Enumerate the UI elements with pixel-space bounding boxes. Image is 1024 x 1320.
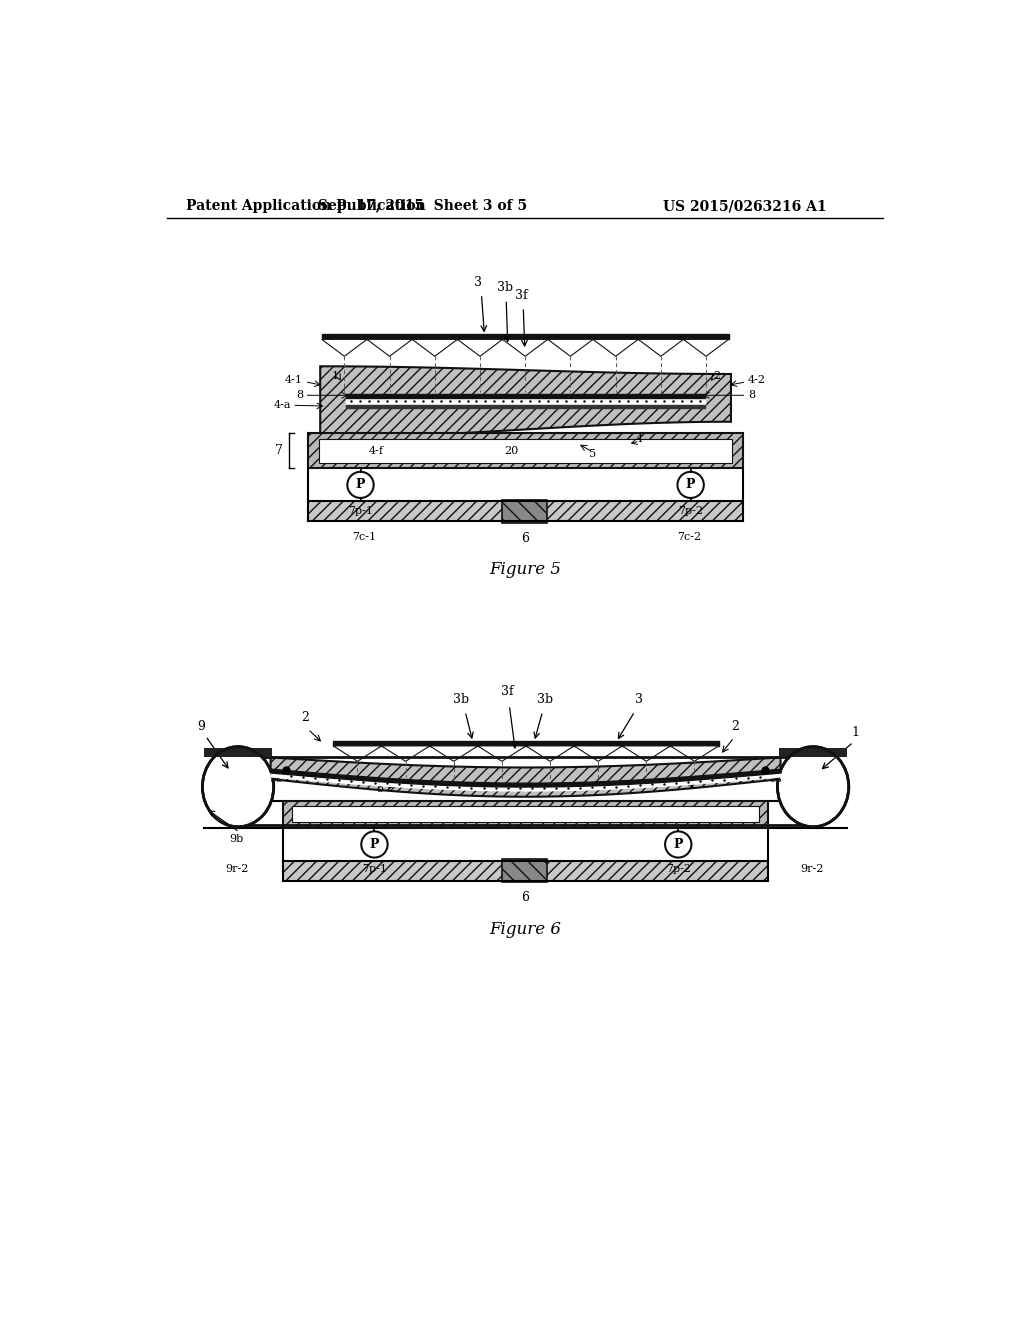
Text: 20: 20	[505, 446, 519, 455]
Text: 7p-2: 7p-2	[666, 863, 691, 874]
Polygon shape	[593, 339, 638, 356]
Text: 2: 2	[301, 710, 308, 723]
Text: 4: 4	[636, 434, 643, 445]
Polygon shape	[382, 746, 430, 762]
Text: 4: 4	[688, 780, 695, 791]
Text: 4-f: 4-f	[369, 446, 384, 455]
Text: 6: 6	[521, 891, 528, 904]
Text: 1: 1	[332, 371, 339, 380]
Text: 4-1: 4-1	[285, 375, 303, 385]
Polygon shape	[321, 367, 731, 437]
Text: 2: 2	[714, 371, 721, 380]
Polygon shape	[574, 746, 623, 762]
Text: P: P	[674, 838, 683, 851]
Bar	[204, 748, 272, 758]
Polygon shape	[270, 758, 780, 797]
Polygon shape	[367, 339, 413, 356]
Text: 7p-1: 7p-1	[361, 863, 387, 874]
Text: Sep. 17, 2015  Sheet 3 of 5: Sep. 17, 2015 Sheet 3 of 5	[317, 199, 527, 213]
Text: 1: 1	[851, 726, 859, 739]
Text: 9s: 9s	[269, 775, 283, 784]
Text: 9r-2: 9r-2	[800, 863, 823, 874]
Text: 5: 5	[590, 449, 597, 458]
Text: P: P	[370, 838, 379, 851]
Text: 3f: 3f	[502, 685, 514, 698]
Text: P: P	[355, 478, 366, 491]
Text: 4-2: 4-2	[748, 375, 766, 385]
Text: 2: 2	[732, 719, 739, 733]
Text: 8: 8	[748, 391, 755, 400]
Polygon shape	[623, 746, 671, 762]
Circle shape	[678, 471, 703, 498]
Polygon shape	[458, 339, 503, 356]
Text: 9: 9	[198, 719, 206, 733]
Text: 8: 8	[296, 391, 303, 400]
Polygon shape	[671, 746, 719, 762]
Bar	[503, 499, 547, 523]
Text: 3f: 3f	[515, 289, 528, 302]
Text: Patent Application Publication: Patent Application Publication	[186, 199, 426, 213]
Polygon shape	[503, 339, 548, 356]
Bar	[779, 748, 847, 758]
Text: 5: 5	[377, 784, 384, 793]
Polygon shape	[638, 339, 683, 356]
Polygon shape	[430, 746, 478, 762]
Text: Figure 6: Figure 6	[488, 920, 561, 937]
Text: 3: 3	[636, 693, 643, 706]
Bar	[308, 433, 742, 469]
Text: 3b: 3b	[454, 693, 469, 706]
Text: 3: 3	[474, 276, 482, 289]
Circle shape	[665, 832, 691, 858]
Bar	[283, 800, 768, 828]
Text: 7: 7	[275, 444, 283, 457]
Text: 7p-1: 7p-1	[348, 506, 373, 516]
Text: 7c-2: 7c-2	[677, 532, 701, 541]
Text: US 2015/0263216 A1: US 2015/0263216 A1	[663, 199, 826, 213]
Polygon shape	[334, 746, 382, 762]
Text: 9s: 9s	[769, 775, 782, 784]
Text: 9b: 9b	[229, 834, 244, 843]
Ellipse shape	[777, 747, 849, 826]
Bar	[308, 502, 742, 521]
Text: P: P	[686, 478, 695, 491]
Text: 3b: 3b	[497, 281, 513, 294]
Polygon shape	[322, 339, 367, 356]
Text: Figure 5: Figure 5	[488, 561, 561, 578]
Bar	[503, 859, 547, 882]
Polygon shape	[526, 746, 574, 762]
Circle shape	[361, 832, 388, 858]
Bar	[292, 807, 759, 822]
Text: 9r-2: 9r-2	[225, 863, 248, 874]
Text: 4-a: 4-a	[273, 400, 291, 409]
Text: 3b: 3b	[537, 693, 553, 706]
Circle shape	[347, 471, 374, 498]
Text: 7c-1: 7c-1	[352, 532, 377, 541]
Polygon shape	[413, 339, 458, 356]
Text: 7p-2: 7p-2	[678, 506, 703, 516]
Bar	[318, 438, 732, 462]
Polygon shape	[683, 339, 729, 356]
Text: 6: 6	[521, 532, 528, 545]
Polygon shape	[478, 746, 526, 762]
Ellipse shape	[203, 747, 273, 826]
Bar	[283, 861, 768, 880]
Polygon shape	[548, 339, 593, 356]
